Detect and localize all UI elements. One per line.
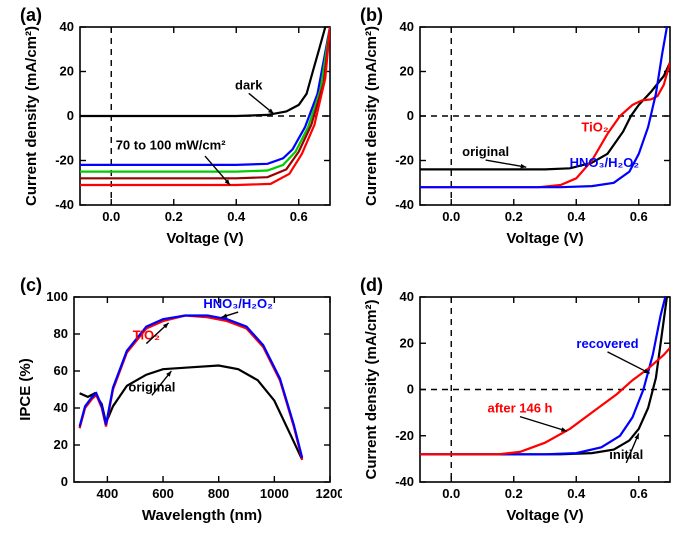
annotation-arrow bbox=[520, 417, 567, 432]
ytick-label: -40 bbox=[395, 474, 414, 489]
xtick-label: 0.0 bbox=[442, 486, 460, 501]
series-dark bbox=[80, 27, 325, 116]
ytick-label: 40 bbox=[54, 400, 68, 415]
y-axis-title: Current density (mA/cm²) bbox=[23, 26, 40, 206]
plot-d: 0.0 0.2 0.4 0.6 -40 -20 0 20 40 Voltage (V) Curren… bbox=[352, 275, 682, 540]
xtick-label: 0.2 bbox=[165, 209, 183, 224]
ytick-label: 0 bbox=[67, 108, 74, 123]
xtick-label: 0.4 bbox=[227, 209, 246, 224]
annotation-text: HNO₃/H₂O₂ bbox=[570, 155, 640, 170]
panel-b: (b) 0.0 0.2 0.4 0.6 -40 -20 0 20 40 Voltage (V) Cur… bbox=[352, 5, 682, 260]
arrowhead-icon bbox=[561, 427, 567, 431]
panel-label-d: (d) bbox=[360, 275, 383, 296]
xtick-label: 0.4 bbox=[567, 209, 586, 224]
plot-c: 400 600 800 1000 1200 0 20 40 60 80 100 Wavelength … bbox=[12, 275, 342, 540]
ytick-label: -20 bbox=[395, 153, 414, 168]
arrowhead-icon bbox=[520, 164, 526, 169]
series-original bbox=[80, 366, 303, 460]
figure: (a) 0.0 0.2 0.4 0.6 -40 -20 0 20 40 Voltage (V) Cur… bbox=[0, 0, 685, 555]
ytick-label: -20 bbox=[395, 428, 414, 443]
ytick-label: -40 bbox=[55, 197, 74, 212]
x-axis-title: Voltage (V) bbox=[506, 230, 583, 247]
plot-a: 0.0 0.2 0.4 0.6 -40 -20 0 20 40 Voltage (V) Curren… bbox=[12, 5, 342, 260]
ytick-label: 20 bbox=[60, 64, 74, 79]
y-axis-title: Current density (mA/cm²) bbox=[363, 26, 380, 206]
annotation-text: dark bbox=[235, 77, 263, 92]
panel-d: (d) 0.0 0.2 0.4 0.6 -40 -20 0 20 40 Voltage (V) Cur… bbox=[352, 275, 682, 540]
panel-label-b: (b) bbox=[360, 5, 383, 26]
xtick-label: 600 bbox=[152, 486, 174, 501]
annotation-text: 70 to 100 mW/cm² bbox=[116, 137, 226, 152]
annotation-text: initial bbox=[609, 447, 643, 462]
xtick-label: 0.6 bbox=[630, 486, 648, 501]
ytick-label: 60 bbox=[54, 363, 68, 378]
annotation-arrow bbox=[608, 352, 650, 373]
ytick-label: 40 bbox=[400, 289, 414, 304]
panel-label-a: (a) bbox=[20, 5, 42, 26]
ytick-label: -40 bbox=[395, 197, 414, 212]
panel-label-c: (c) bbox=[20, 275, 42, 296]
xtick-label: 0.0 bbox=[442, 209, 460, 224]
xtick-label: 0.2 bbox=[505, 209, 523, 224]
series-HNO3H2O2 bbox=[80, 316, 303, 458]
xtick-label: 0.0 bbox=[102, 209, 120, 224]
annotation-text: recovered bbox=[576, 336, 638, 351]
annotation-arrow bbox=[486, 160, 527, 167]
arrowhead-icon bbox=[221, 313, 227, 317]
xtick-label: 1000 bbox=[260, 486, 289, 501]
ytick-label: 80 bbox=[54, 326, 68, 341]
x-axis-title: Voltage (V) bbox=[506, 507, 583, 524]
xtick-label: 1200 bbox=[316, 486, 342, 501]
ytick-label: 0 bbox=[61, 474, 68, 489]
y-axis-title: Current density (mA/cm²) bbox=[363, 299, 380, 479]
xtick-label: 0.4 bbox=[567, 486, 586, 501]
annotation-text: TiO₂ bbox=[581, 120, 608, 135]
ytick-label: -20 bbox=[55, 153, 74, 168]
y-axis-title: IPCE (%) bbox=[17, 358, 34, 421]
ytick-label: 20 bbox=[54, 437, 68, 452]
plot-b: 0.0 0.2 0.4 0.6 -40 -20 0 20 40 Voltage (V) Curren… bbox=[352, 5, 682, 260]
ytick-label: 40 bbox=[60, 19, 74, 34]
annotation-text: HNO₃/H₂O₂ bbox=[203, 296, 273, 311]
ytick-label: 0 bbox=[407, 108, 414, 123]
xtick-label: 0.2 bbox=[505, 486, 523, 501]
panel-c: (c) 400 600 800 1000 1200 0 20 40 60 80 100 Waveleng… bbox=[12, 275, 342, 540]
x-axis-title: Voltage (V) bbox=[166, 230, 243, 247]
xtick-label: 0.6 bbox=[290, 209, 308, 224]
ytick-label: 40 bbox=[400, 19, 414, 34]
xtick-label: 800 bbox=[208, 486, 230, 501]
xtick-label: 400 bbox=[97, 486, 119, 501]
ytick-label: 100 bbox=[46, 289, 68, 304]
x-axis-title: Wavelength (nm) bbox=[142, 507, 262, 524]
ytick-label: 0 bbox=[407, 382, 414, 397]
series-recovered bbox=[420, 297, 665, 454]
ytick-label: 20 bbox=[400, 64, 414, 79]
xtick-label: 0.6 bbox=[630, 209, 648, 224]
annotation-text: original bbox=[462, 144, 509, 159]
ytick-label: 20 bbox=[400, 335, 414, 350]
annotation-text: original bbox=[128, 379, 175, 394]
series-initial bbox=[420, 297, 667, 454]
annotation-text: after 146 h bbox=[487, 401, 552, 416]
panel-a: (a) 0.0 0.2 0.4 0.6 -40 -20 0 20 40 Voltage (V) Cur… bbox=[12, 5, 342, 260]
